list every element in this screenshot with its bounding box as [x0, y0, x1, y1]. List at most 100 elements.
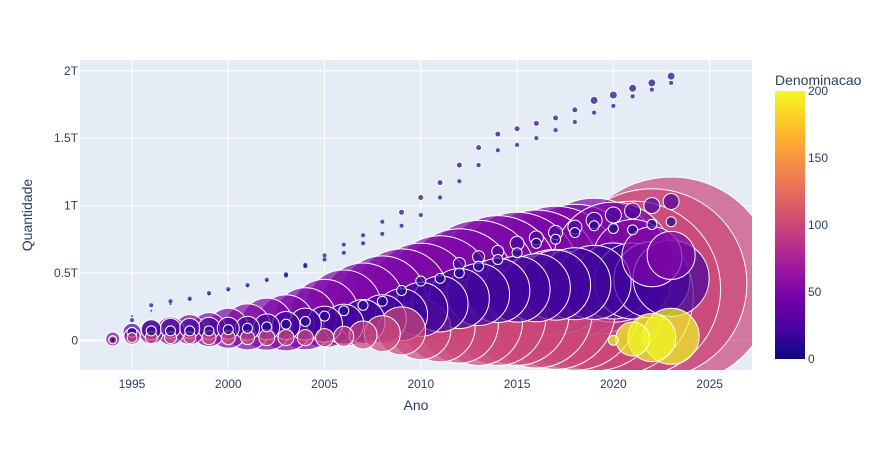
bubble-point — [261, 321, 273, 333]
colorbar — [775, 91, 805, 359]
bubble-point — [341, 250, 346, 255]
bubble-point — [455, 161, 463, 169]
bubble-point — [494, 130, 502, 138]
bubble-point — [299, 315, 311, 327]
bubble-point — [453, 267, 465, 279]
bubble-point — [208, 293, 211, 296]
colorbar-tick-label: 100 — [808, 218, 828, 232]
bubble-point — [129, 318, 134, 323]
y-tick-label: 2T — [64, 64, 79, 78]
bubble-point — [315, 328, 335, 348]
bubble-point — [457, 179, 462, 184]
bubble-point — [589, 95, 599, 105]
bubble-point — [611, 103, 616, 108]
y-tick-label: 1.5T — [54, 131, 79, 145]
bubble-point — [380, 231, 385, 236]
y-tick-label: 1T — [64, 199, 79, 213]
bubble-point — [303, 262, 308, 267]
bubble-point — [569, 227, 581, 239]
bubble-point — [280, 318, 292, 330]
y-axis-title: Quantidade — [19, 179, 35, 252]
bubble-point — [207, 291, 212, 296]
bubble-point — [415, 275, 427, 287]
bubble-point — [588, 220, 600, 232]
bubble-point — [495, 148, 500, 153]
bubble-point — [607, 222, 619, 234]
y-tick-label: 0 — [71, 333, 78, 347]
bubble-point — [418, 213, 423, 217]
bubble-point — [245, 283, 250, 288]
x-tick-label: 2000 — [215, 377, 242, 391]
colorbar-tick-label: 50 — [808, 285, 822, 299]
bubble-point — [492, 253, 504, 265]
bubble-point — [630, 94, 635, 99]
bubble-point — [184, 325, 196, 337]
colorbar-title: Denominacao — [775, 72, 862, 88]
bubble-point — [150, 309, 153, 312]
bubble-point — [530, 237, 542, 249]
x-tick-label: 2025 — [696, 377, 723, 391]
colorbar-tick-label: 200 — [808, 84, 828, 98]
bubble-point — [473, 260, 485, 272]
x-tick-label: 2015 — [504, 377, 531, 391]
bubble-point — [550, 233, 562, 245]
bubble-point — [126, 332, 138, 344]
bubble-point — [607, 334, 619, 346]
bubble-point — [187, 296, 192, 301]
bubble-point — [476, 163, 481, 168]
bubble-point — [572, 120, 577, 124]
bubble-point — [264, 277, 269, 282]
bubble-point — [515, 142, 520, 147]
bubble-point — [361, 233, 366, 238]
bubble-point — [149, 303, 154, 308]
x-tick-label: 1995 — [119, 377, 146, 391]
bubble-point — [130, 315, 133, 318]
bubble-point — [592, 110, 597, 115]
bubble-point — [532, 119, 540, 127]
bubble-point — [646, 230, 696, 280]
bubble-point — [628, 83, 638, 93]
bubble-point — [380, 219, 385, 224]
bubble-point — [284, 272, 289, 277]
bubble-layer — [105, 71, 752, 370]
bubble-point — [188, 298, 191, 301]
bubble-point — [398, 208, 406, 216]
colorbar-tick-label: 0 — [808, 352, 815, 366]
bubble-point — [553, 128, 558, 133]
bubble-point — [168, 299, 173, 304]
bubble-point — [511, 247, 523, 259]
bubble-point — [203, 325, 215, 337]
bubble-point — [246, 285, 249, 288]
y-tick-label: 0.5T — [54, 266, 79, 280]
bubble-point — [242, 322, 254, 334]
bubble-point — [627, 224, 639, 236]
bubble-point — [322, 257, 327, 262]
bubble-point — [669, 80, 674, 85]
bubble-point — [226, 287, 231, 292]
bubble-point — [277, 329, 295, 347]
bubble-point — [222, 324, 234, 336]
bubble-point — [341, 242, 346, 247]
bubble-point — [662, 193, 680, 211]
bubble-point — [615, 321, 651, 357]
colorbar-tick-label: 150 — [808, 151, 828, 165]
bubble-point — [434, 272, 446, 284]
x-axis-title: Ano — [404, 397, 429, 413]
bubble-point — [361, 241, 366, 246]
x-axis-ticks: 1995 2000 2005 2010 2015 2020 2025 — [119, 377, 724, 391]
bubble-point — [319, 310, 331, 322]
bubble-point — [399, 223, 404, 228]
colorbar-ticks: 0 50 100 150 200 — [808, 84, 828, 366]
bubble-point — [666, 71, 676, 81]
bubble-point — [608, 90, 618, 100]
bubble-point — [145, 325, 157, 337]
bubble-point — [534, 136, 539, 141]
bubble-point — [111, 338, 114, 341]
bubble-point — [571, 106, 579, 114]
bubble-point — [396, 284, 408, 296]
bubble-point — [604, 206, 622, 224]
bubble-point — [164, 325, 176, 337]
bubble-point — [552, 114, 560, 122]
bubble-point — [417, 193, 425, 201]
